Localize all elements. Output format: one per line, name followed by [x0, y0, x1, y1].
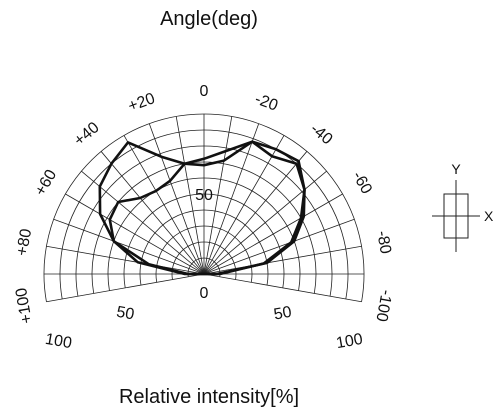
angle-tick-label: +20 [126, 90, 157, 115]
angle-tick-label: -100 [372, 288, 394, 323]
radial-tick-label: 0 [200, 285, 209, 302]
angle-tick-label: -20 [253, 91, 281, 115]
angle-tick-label: +100 [13, 286, 36, 325]
orientation-x-label: X [484, 208, 493, 224]
grid-spoke [46, 274, 204, 302]
angle-tick-label: -80 [373, 229, 394, 255]
orientation-y-label: Y [451, 161, 461, 177]
grid-spoke [204, 274, 362, 302]
radial-tick-label: 50 [272, 304, 293, 324]
angle-tick-label: -40 [307, 120, 336, 148]
angle-tick-label: 0 [200, 83, 209, 100]
radial-tick-label: 100 [335, 331, 364, 352]
x-axis-label: Relative intensity[%] [0, 386, 418, 409]
angle-tick-label: +60 [32, 167, 60, 199]
radial-tick-label: 100 [44, 331, 73, 352]
angle-tick-label: +40 [71, 119, 103, 150]
radial-tick-label: 50 [195, 187, 213, 204]
radial-tick-label: 50 [115, 304, 136, 324]
angle-tick-label: -60 [349, 169, 375, 198]
angle-tick-label: +80 [14, 227, 35, 257]
